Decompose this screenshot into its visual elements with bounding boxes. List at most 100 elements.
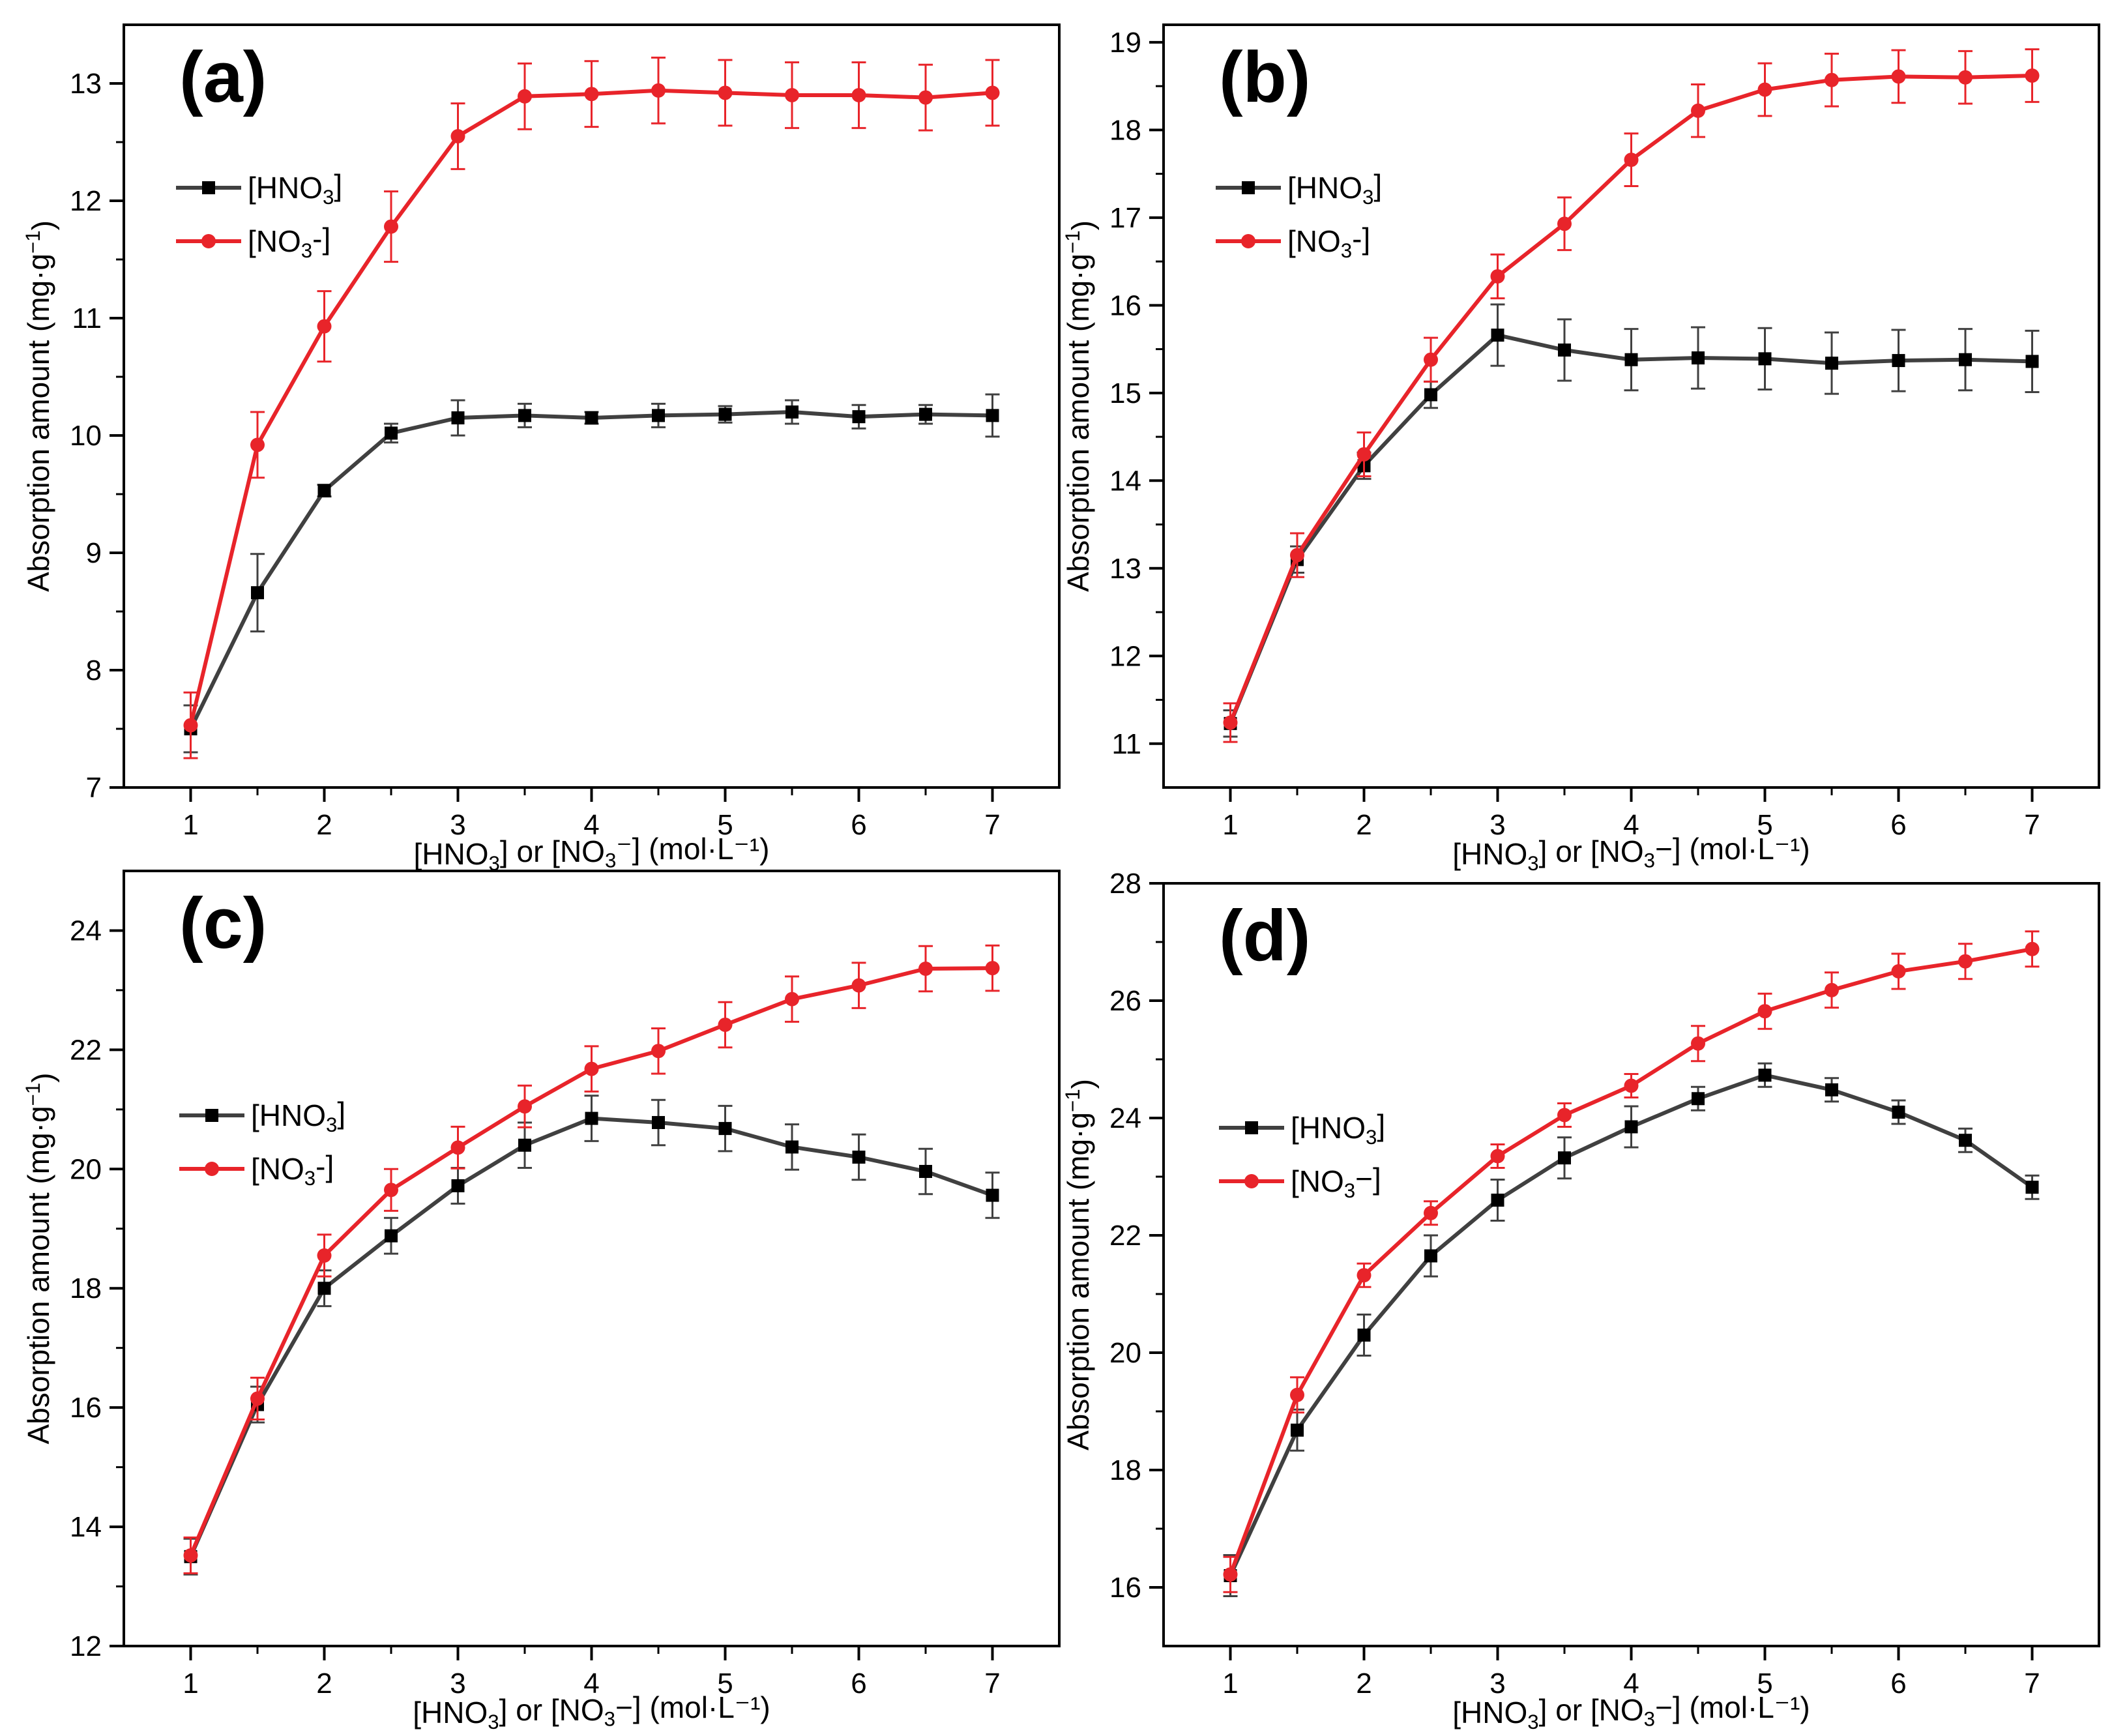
x-tick-label: 6	[851, 809, 866, 841]
data-point	[1757, 1004, 1772, 1019]
series-no3	[1223, 48, 2040, 743]
x-tick-label: 4	[1623, 809, 1639, 841]
x-axis-title: [HNO3] or [NO3−] (mol·L⁻¹)	[1452, 1690, 1810, 1733]
legend-entry-no3: [NO3-]	[1216, 222, 1370, 262]
data-point	[1557, 1108, 1572, 1123]
x-tick-label: 7	[2024, 1668, 2040, 1699]
y-axis-title-part: Absorption amount (mg·g	[1061, 1112, 1095, 1450]
y-tick-label: 19	[1109, 27, 1141, 59]
legend-label-part: 3	[1366, 1126, 1377, 1149]
x-tick-label: 2	[1356, 1668, 1372, 1699]
data-point	[1357, 1268, 1372, 1283]
legend-label-part: 3	[301, 239, 312, 262]
data-point	[1892, 354, 1905, 368]
y-axis-title: Absorption amount (mg·g−1)	[1061, 1079, 1100, 1450]
x-tick-label: 7	[2024, 809, 2040, 841]
series-no3	[183, 944, 1000, 1574]
data-point	[1291, 1423, 1304, 1437]
legend-marker	[205, 1162, 219, 1176]
y-tick-label: 18	[1109, 1454, 1141, 1486]
legend-label: [NO3-]	[251, 1149, 334, 1190]
x-tick-label: 1	[183, 1668, 198, 1699]
data-point	[1223, 715, 1238, 730]
x-axis-title-part: −] (mol·L⁻¹)	[615, 1690, 770, 1724]
data-point	[518, 1138, 531, 1152]
x-axis-title-part: ] or [NO	[1539, 1693, 1644, 1727]
legend-label-part: [NO	[251, 1152, 304, 1186]
data-point	[384, 219, 398, 234]
y-tick-label: 16	[70, 1392, 102, 1424]
data-point	[851, 978, 866, 993]
series-no3	[183, 56, 1000, 759]
y-tick-label: 8	[86, 655, 102, 686]
plot-frame	[1162, 882, 2100, 1647]
data-point	[1357, 447, 1372, 462]
data-point	[451, 1179, 465, 1192]
x-axis-title-part: 3	[1644, 849, 1655, 872]
y-tick-label: 22	[70, 1034, 102, 1066]
data-point	[1624, 1078, 1639, 1093]
data-point	[1691, 103, 1705, 118]
y-tick-label: 7	[86, 772, 102, 804]
legend-label: [HNO3]	[1287, 168, 1382, 209]
data-point	[1558, 1151, 1571, 1165]
y-tick-label: 16	[1109, 289, 1141, 321]
x-tick-label: 3	[450, 1668, 465, 1699]
data-point	[1491, 329, 1504, 342]
x-tick-label: 6	[1890, 1668, 1906, 1699]
legend-label-part: ]	[1377, 1108, 1385, 1142]
legend-label-part: 3	[1341, 239, 1352, 262]
data-point	[251, 586, 264, 600]
legend-label-part: [NO	[1287, 224, 1341, 258]
x-tick-label: 2	[316, 1668, 332, 1699]
x-tick-label: 7	[984, 1668, 1000, 1699]
data-point	[385, 426, 398, 440]
data-point	[450, 129, 465, 143]
data-point	[1691, 1036, 1705, 1051]
y-tick-label: 15	[1109, 377, 1141, 409]
x-tick-label: 4	[583, 1668, 599, 1699]
panel-label: (b)	[1219, 37, 1310, 117]
legend-entry-hno3: [HNO3]	[1219, 1108, 1385, 1149]
series-hno3	[183, 393, 1000, 754]
legend-label-part: -]	[1352, 222, 1370, 256]
data-point	[785, 1140, 799, 1154]
x-tick-label: 3	[1489, 1668, 1505, 1699]
data-point	[718, 1122, 732, 1136]
data-point	[317, 1248, 332, 1263]
data-point	[584, 1061, 599, 1076]
x-tick-label: 5	[1757, 1668, 1772, 1699]
x-axis-title-part: [HNO	[1452, 837, 1527, 871]
data-point	[1692, 1092, 1705, 1106]
series-line	[1228, 947, 2033, 1576]
data-point	[2025, 1181, 2039, 1194]
data-point	[1959, 353, 1972, 366]
y-tick-label: 28	[1109, 868, 1141, 900]
data-point	[1959, 1134, 1972, 1147]
data-point	[317, 484, 331, 497]
legend-label: [HNO3]	[251, 1096, 345, 1136]
x-tick-label: 6	[851, 1668, 866, 1699]
legend-label-part: ]	[337, 1096, 345, 1130]
data-point	[250, 437, 265, 452]
data-point	[1624, 1120, 1638, 1134]
legend-marker	[202, 181, 215, 194]
legend-label: [NO3-]	[1287, 222, 1370, 262]
data-point	[384, 1183, 398, 1198]
y-axis-title-part: −1	[22, 1083, 44, 1106]
data-point	[585, 1111, 598, 1125]
legend-marker	[1242, 181, 1255, 194]
legend-marker	[1244, 1174, 1259, 1188]
y-tick-label: 12	[70, 1630, 102, 1662]
x-axis-title-part: 3	[1527, 852, 1538, 875]
data-point	[1491, 1194, 1504, 1207]
data-point	[852, 410, 866, 424]
data-point	[1758, 1068, 1772, 1082]
legend-label: [HNO3]	[248, 168, 342, 209]
y-tick-label: 20	[1109, 1337, 1141, 1369]
data-point	[2025, 68, 2040, 83]
y-axis-title: Absorption amount (mg·g−1)	[22, 220, 60, 592]
legend-label-part: -]	[315, 1149, 334, 1183]
legend-label-part: −]	[1355, 1162, 1381, 1196]
